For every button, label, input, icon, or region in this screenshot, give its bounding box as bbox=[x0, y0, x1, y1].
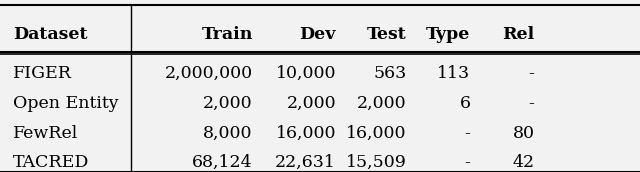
Text: Train: Train bbox=[202, 26, 253, 43]
Text: -: - bbox=[465, 125, 470, 142]
Text: Type: Type bbox=[426, 26, 470, 43]
Text: 68,124: 68,124 bbox=[192, 154, 253, 171]
Text: 15,509: 15,509 bbox=[346, 154, 406, 171]
Text: Open Entity: Open Entity bbox=[13, 95, 118, 112]
Text: Test: Test bbox=[367, 26, 406, 43]
Text: 2,000,000: 2,000,000 bbox=[164, 65, 253, 82]
Text: 10,000: 10,000 bbox=[275, 65, 336, 82]
Text: Dataset: Dataset bbox=[13, 26, 87, 43]
Text: FIGER: FIGER bbox=[13, 65, 72, 82]
Text: 42: 42 bbox=[512, 154, 534, 171]
Text: TACRED: TACRED bbox=[13, 154, 89, 171]
Text: 563: 563 bbox=[373, 65, 406, 82]
Text: 22,631: 22,631 bbox=[275, 154, 336, 171]
Text: 113: 113 bbox=[437, 65, 470, 82]
Text: 2,000: 2,000 bbox=[356, 95, 406, 112]
Text: 8,000: 8,000 bbox=[204, 125, 253, 142]
Text: Dev: Dev bbox=[300, 26, 336, 43]
Text: -: - bbox=[465, 154, 470, 171]
Text: -: - bbox=[529, 65, 534, 82]
Text: -: - bbox=[529, 95, 534, 112]
Text: FewRel: FewRel bbox=[13, 125, 78, 142]
Text: 80: 80 bbox=[513, 125, 534, 142]
Text: 2,000: 2,000 bbox=[286, 95, 336, 112]
Text: 16,000: 16,000 bbox=[275, 125, 336, 142]
Text: 6: 6 bbox=[460, 95, 470, 112]
Text: 2,000: 2,000 bbox=[203, 95, 253, 112]
Text: Rel: Rel bbox=[502, 26, 534, 43]
Text: 16,000: 16,000 bbox=[346, 125, 406, 142]
